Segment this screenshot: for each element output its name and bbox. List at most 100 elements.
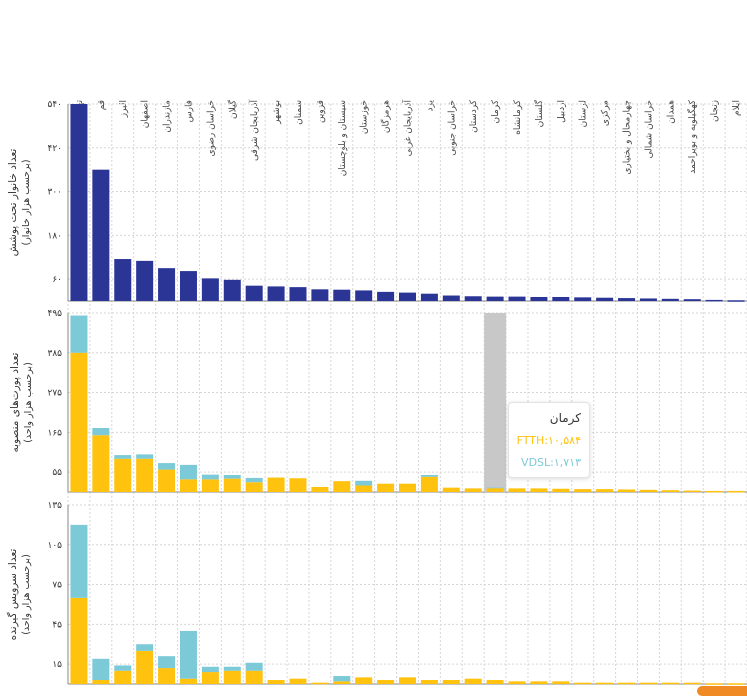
bar-vdsl[interactable]	[223, 666, 241, 671]
bar-ftth[interactable]	[377, 483, 395, 492]
bar-ftth[interactable]	[70, 352, 88, 492]
bar-households[interactable]	[661, 298, 679, 301]
bar-vdsl[interactable]	[223, 475, 241, 479]
bar-ftth[interactable]	[552, 681, 570, 684]
bar-ftth[interactable]	[639, 682, 657, 685]
bar-households[interactable]	[311, 289, 329, 301]
bar-ftth[interactable]	[399, 677, 416, 684]
bar-ftth[interactable]	[267, 477, 285, 492]
bar-ftth[interactable]	[114, 458, 132, 492]
bar-ftth[interactable]	[355, 485, 373, 492]
bar-ftth[interactable]	[92, 435, 110, 492]
bar-ftth[interactable]	[661, 490, 679, 492]
bar-ftth[interactable]	[574, 489, 592, 492]
bar-vdsl[interactable]	[179, 464, 197, 480]
bar-vdsl[interactable]	[201, 474, 219, 480]
bar-ftth[interactable]	[179, 479, 197, 492]
bar-households[interactable]	[201, 278, 219, 301]
bar-ftth[interactable]	[596, 489, 614, 492]
scroll-to-top-button[interactable]	[697, 686, 747, 696]
bar-households[interactable]	[399, 292, 416, 301]
bar-households[interactable]	[377, 291, 395, 301]
bar-vdsl[interactable]	[70, 315, 88, 353]
bar-ftth[interactable]	[179, 678, 197, 684]
bar-households[interactable]	[420, 293, 438, 301]
bar-households[interactable]	[179, 271, 197, 301]
bar-households[interactable]	[727, 300, 745, 302]
bar-ftth[interactable]	[727, 490, 745, 493]
bar-households[interactable]	[552, 296, 570, 301]
bar-households[interactable]	[158, 268, 176, 301]
bar-vdsl[interactable]	[136, 454, 154, 459]
bar-ftth[interactable]	[311, 486, 329, 492]
bar-ftth[interactable]	[267, 680, 285, 684]
bar-ftth[interactable]	[223, 670, 241, 684]
bar-ftth[interactable]	[596, 682, 614, 685]
bar-ftth[interactable]	[245, 670, 263, 684]
bar-ftth[interactable]	[508, 488, 526, 492]
bar-ftth[interactable]	[223, 478, 241, 492]
bar-households[interactable]	[223, 279, 241, 301]
bar-households[interactable]	[705, 299, 723, 302]
bar-households[interactable]	[596, 297, 614, 301]
bar-ftth[interactable]	[311, 682, 329, 685]
bar-households[interactable]	[114, 259, 132, 301]
bar-households[interactable]	[574, 297, 592, 301]
bar-ftth[interactable]	[245, 482, 263, 492]
bar-vdsl[interactable]	[420, 475, 438, 477]
bar-ftth[interactable]	[158, 469, 176, 492]
bar-vdsl[interactable]	[201, 666, 219, 673]
bar-ftth[interactable]	[530, 488, 548, 492]
bar-ftth[interactable]	[333, 481, 351, 492]
bar-ftth[interactable]	[508, 681, 526, 684]
bar-households[interactable]	[618, 298, 636, 301]
bar-ftth[interactable]	[683, 490, 701, 493]
bar-ftth[interactable]	[442, 680, 460, 684]
bar-ftth[interactable]	[377, 680, 395, 684]
bar-ftth[interactable]	[661, 682, 679, 685]
bar-ftth[interactable]	[442, 487, 460, 492]
bar-ftth[interactable]	[70, 597, 88, 684]
bar-vdsl[interactable]	[486, 487, 504, 489]
bar-vdsl[interactable]	[333, 676, 351, 682]
bar-households[interactable]	[70, 104, 88, 301]
bar-ftth[interactable]	[201, 479, 219, 492]
bar-vdsl[interactable]	[158, 656, 176, 669]
bar-ftth[interactable]	[574, 682, 592, 685]
bar-ftth[interactable]	[201, 672, 219, 684]
bar-households[interactable]	[92, 169, 110, 301]
bar-vdsl[interactable]	[355, 480, 373, 486]
bar-vdsl[interactable]	[136, 644, 154, 651]
bar-households[interactable]	[464, 296, 482, 301]
bar-vdsl[interactable]	[114, 455, 132, 459]
bar-ftth[interactable]	[289, 478, 307, 492]
bar-ftth[interactable]	[92, 680, 110, 684]
bar-ftth[interactable]	[639, 489, 657, 492]
bar-ftth[interactable]	[464, 488, 482, 492]
bar-households[interactable]	[639, 298, 657, 301]
bar-ftth[interactable]	[420, 680, 438, 684]
bar-households[interactable]	[267, 286, 285, 301]
bar-vdsl[interactable]	[92, 427, 110, 436]
bar-ftth[interactable]	[355, 677, 373, 684]
bar-households[interactable]	[289, 287, 307, 301]
bar-ftth[interactable]	[136, 650, 154, 684]
bar-ftth[interactable]	[683, 682, 701, 685]
bar-ftth[interactable]	[289, 678, 307, 684]
bar-ftth[interactable]	[114, 670, 132, 684]
bar-ftth[interactable]	[705, 683, 723, 685]
bar-ftth[interactable]	[399, 483, 416, 492]
bar-households[interactable]	[442, 295, 460, 301]
bar-households[interactable]	[508, 296, 526, 301]
bar-vdsl[interactable]	[179, 630, 197, 679]
bar-households[interactable]	[245, 285, 263, 301]
bar-ftth[interactable]	[136, 458, 154, 492]
bar-ftth[interactable]	[618, 682, 636, 685]
bar-ftth[interactable]	[705, 490, 723, 493]
bar-vdsl[interactable]	[158, 463, 176, 470]
bar-households[interactable]	[333, 289, 351, 301]
bar-ftth[interactable]	[618, 489, 636, 492]
bar-ftth[interactable]	[420, 476, 438, 492]
bar-ftth[interactable]	[530, 681, 548, 684]
bar-households[interactable]	[486, 296, 504, 301]
